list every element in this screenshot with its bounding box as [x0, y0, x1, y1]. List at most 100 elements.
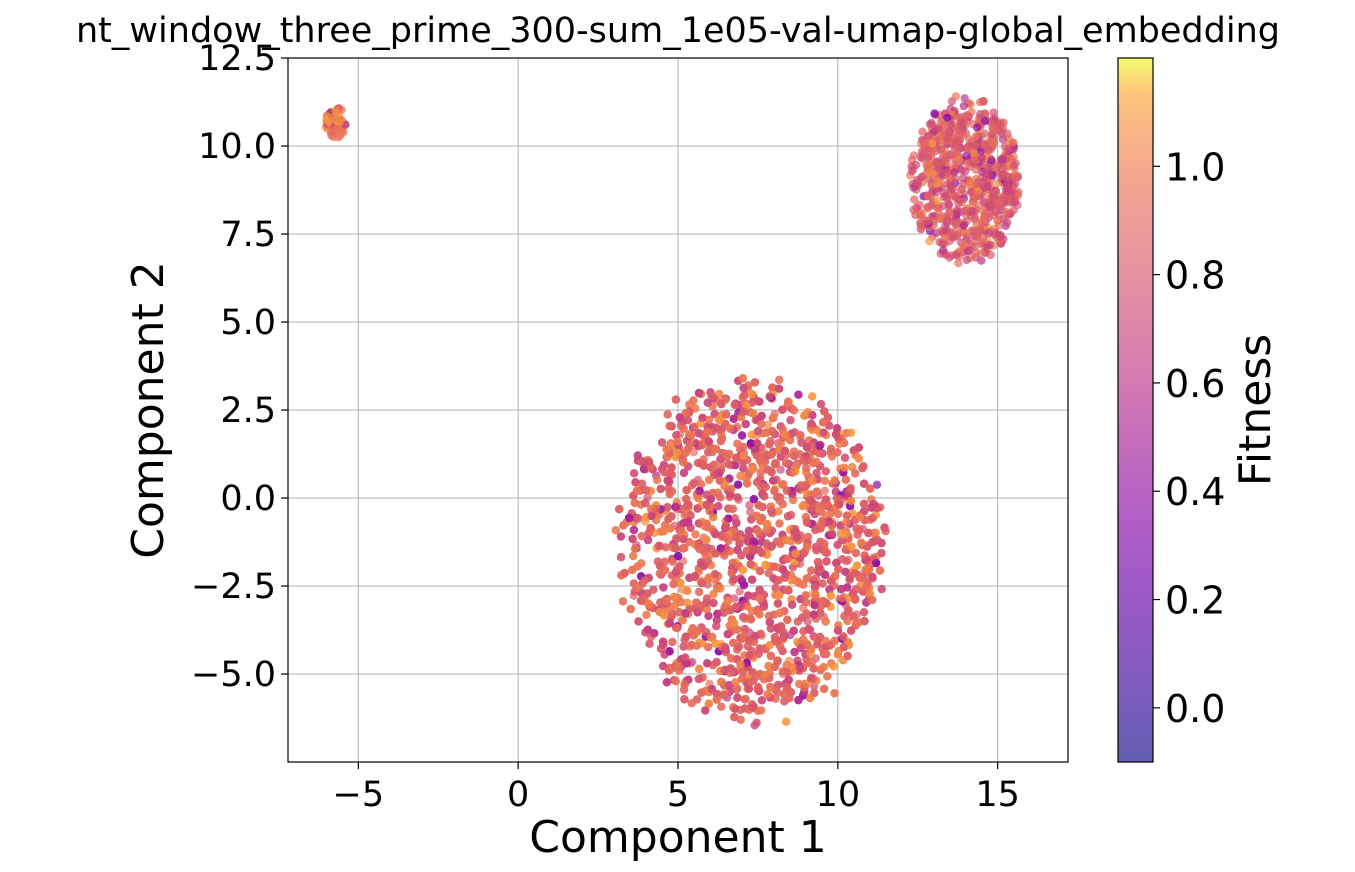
scatter-point [701, 706, 710, 715]
scatter-point [833, 626, 843, 635]
scatter-point [628, 565, 637, 575]
scatter-point [775, 608, 784, 618]
colorbar-tick-label: 0.8 [1165, 254, 1225, 298]
scatter-point [923, 216, 932, 226]
scatter-point [681, 609, 690, 618]
scatter-point [713, 609, 722, 619]
scatter-point [673, 551, 683, 561]
scatter-point [662, 597, 671, 606]
scatter-point [715, 415, 724, 425]
scatter-point [930, 109, 939, 118]
scatter-point [823, 672, 832, 681]
scatter-point [811, 590, 820, 599]
scatter-point [333, 125, 342, 134]
scatter-point [827, 530, 837, 540]
scatter-point [767, 450, 776, 459]
scatter-point [744, 684, 754, 693]
scatter-point [668, 611, 677, 620]
colorbar [1117, 57, 1154, 763]
scatter-point [840, 463, 849, 472]
scatter-point [694, 519, 704, 528]
scatter-point [980, 109, 990, 118]
scatter-point [800, 411, 809, 420]
scatter-point [629, 551, 638, 561]
scatter-point [945, 127, 954, 136]
scatter-point [864, 528, 873, 538]
scatter-point [860, 616, 869, 626]
scatter-point [770, 486, 779, 496]
scatter-point [807, 504, 817, 513]
scatter-point [680, 544, 689, 553]
scatter-point [808, 411, 817, 420]
scatter-point [808, 392, 817, 401]
scatter-point [818, 418, 828, 427]
scatter-point [748, 409, 758, 418]
scatter-point [820, 407, 829, 416]
scatter-point [967, 207, 976, 216]
scatter-point [741, 419, 750, 429]
scatter-point [784, 675, 793, 685]
scatter-point [727, 484, 736, 493]
y-tick-label: 0.0 [220, 479, 276, 519]
scatter-point [971, 132, 980, 141]
scatter-point [724, 504, 733, 513]
scatter-point [693, 608, 702, 617]
scatter-point [654, 541, 664, 551]
scatter-point [954, 259, 963, 268]
scatter-point [779, 634, 788, 644]
scatter-point [841, 475, 851, 484]
scatter-point [630, 498, 639, 508]
y-axis-ticks: −5.0 −2.5 0.0 2.5 5.0 7.5 10.0 12.5 [191, 39, 288, 695]
scatter-point [821, 467, 831, 476]
scatter-point [765, 392, 774, 401]
scatter-point [840, 530, 850, 539]
scatter-point [843, 608, 852, 617]
scatter-point [768, 509, 777, 518]
scatter-point [733, 493, 742, 502]
scatter-point [1009, 161, 1018, 170]
scatter-point [755, 610, 764, 619]
scatter-point [671, 568, 681, 577]
scatter-point [971, 155, 980, 164]
scatter-point [748, 668, 757, 677]
scatter-point [743, 479, 752, 488]
scatter-point [681, 448, 690, 457]
scatter-point [788, 468, 797, 477]
scatter-point [790, 528, 800, 537]
scatter-point [731, 461, 740, 470]
scatter-point [800, 547, 809, 556]
scatter-point [964, 135, 974, 144]
scatter-point [837, 584, 846, 594]
scatter-point [679, 424, 688, 433]
scatter-point [918, 127, 927, 136]
scatter-point [712, 658, 721, 667]
scatter-point [681, 408, 690, 418]
y-tick-label: 10.0 [198, 127, 276, 167]
scatter-point [737, 576, 746, 585]
scatter-point [740, 391, 749, 400]
scatter-point [946, 208, 955, 217]
scatter-point [764, 661, 773, 671]
scatter-point [696, 558, 706, 567]
scatter-point [907, 166, 917, 176]
scatter-point [1010, 172, 1019, 182]
scatter-point [807, 419, 816, 428]
scatter-point [761, 560, 770, 570]
scatter-point [858, 463, 867, 473]
scatter-point [668, 637, 677, 647]
scatter-point [660, 557, 669, 566]
scatter-point [629, 469, 639, 478]
scatter-point [789, 406, 799, 415]
scatter-point [679, 642, 688, 651]
scatter-point [787, 429, 796, 438]
scatter-point [991, 164, 1000, 174]
scatter-point [328, 113, 337, 123]
scatter-point [706, 494, 715, 504]
scatter-point [812, 468, 821, 478]
scatter-point [689, 396, 698, 405]
scatter-point [766, 502, 776, 511]
scatter-point [927, 118, 936, 128]
scatter-point [843, 651, 852, 661]
scatter-point [941, 250, 950, 259]
